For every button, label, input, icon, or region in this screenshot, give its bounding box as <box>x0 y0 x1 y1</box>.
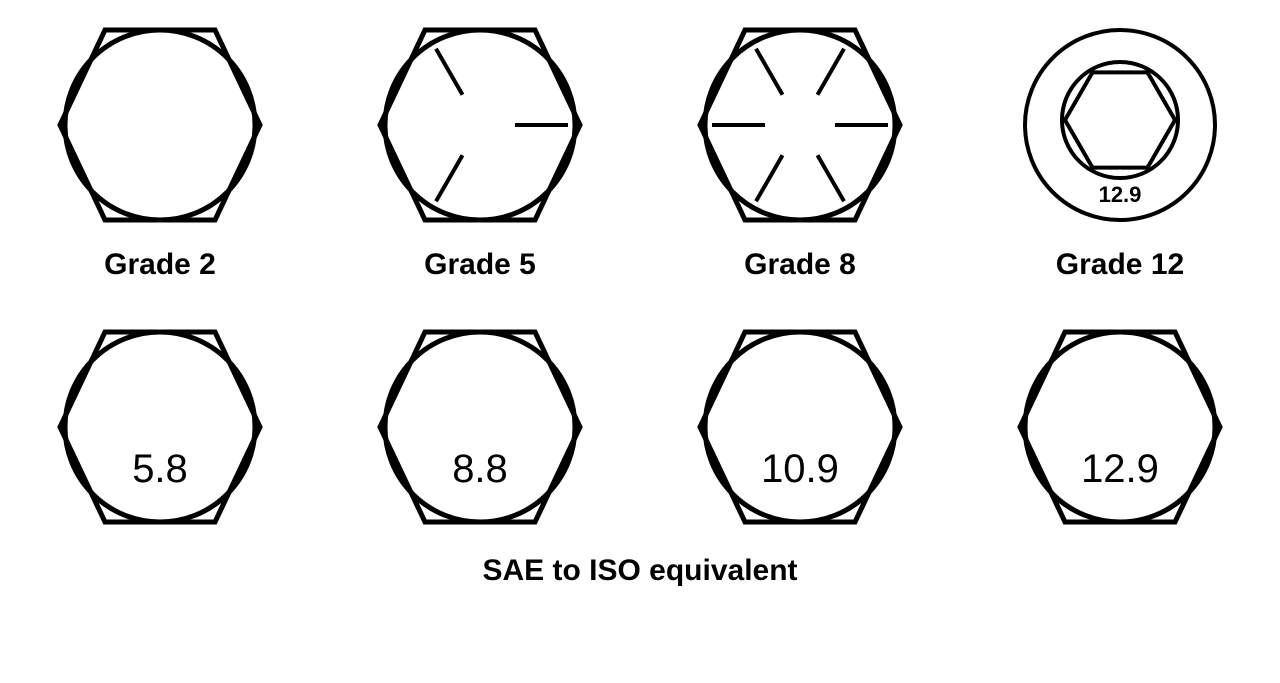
iso-row: 5.8 8.8 10.9 12.9 <box>0 322 1280 532</box>
iso-8-8-bolt-head: 8.8 <box>370 322 590 532</box>
iso-8-8-cell: 8.8 <box>330 322 630 532</box>
iso-10-9-cell: 10.9 <box>650 322 950 532</box>
grade-5-radial-marks <box>436 49 568 201</box>
bolt-grade-chart: Grade 2 Grade 5 <box>0 0 1280 683</box>
iso-5-8-bolt-head: 5.8 <box>50 322 270 532</box>
sae-grade-8-bolt-head <box>690 20 910 230</box>
sae-grade-12-cell: 12.9 Grade 12 <box>970 20 1270 282</box>
sae-grade-5-bolt-head <box>370 20 590 230</box>
iso-10-9-marking: 10.9 <box>761 447 839 491</box>
sae-grade-5-cell: Grade 5 <box>330 20 630 282</box>
sae-grade-12-label: Grade 12 <box>1056 248 1184 282</box>
iso-12-9-bolt-head: 12.9 <box>1010 322 1230 532</box>
sae-grade-8-label: Grade 8 <box>744 248 856 282</box>
iso-5-8-marking: 5.8 <box>132 447 188 491</box>
sae-grade-2-cell: Grade 2 <box>10 20 310 282</box>
iso-5-8-cell: 5.8 <box>10 322 310 532</box>
sae-grade-8-cell: Grade 8 <box>650 20 950 282</box>
iso-8-8-marking: 8.8 <box>452 447 508 491</box>
sae-grade-5-label: Grade 5 <box>424 248 536 282</box>
sae-grade-2-label: Grade 2 <box>104 248 216 282</box>
socket-head-marking: 12.9 <box>1099 182 1142 207</box>
iso-12-9-marking: 12.9 <box>1081 447 1159 491</box>
iso-10-9-bolt-head: 10.9 <box>690 322 910 532</box>
chart-caption: SAE to ISO equivalent <box>0 554 1280 588</box>
sae-grade-12-socket-head: 12.9 <box>1010 20 1230 230</box>
sae-grade-2-bolt-head <box>50 20 270 230</box>
iso-12-9-cell: 12.9 <box>970 322 1270 532</box>
sae-row: Grade 2 Grade 5 <box>0 0 1280 282</box>
grade-8-radial-marks <box>712 49 888 201</box>
